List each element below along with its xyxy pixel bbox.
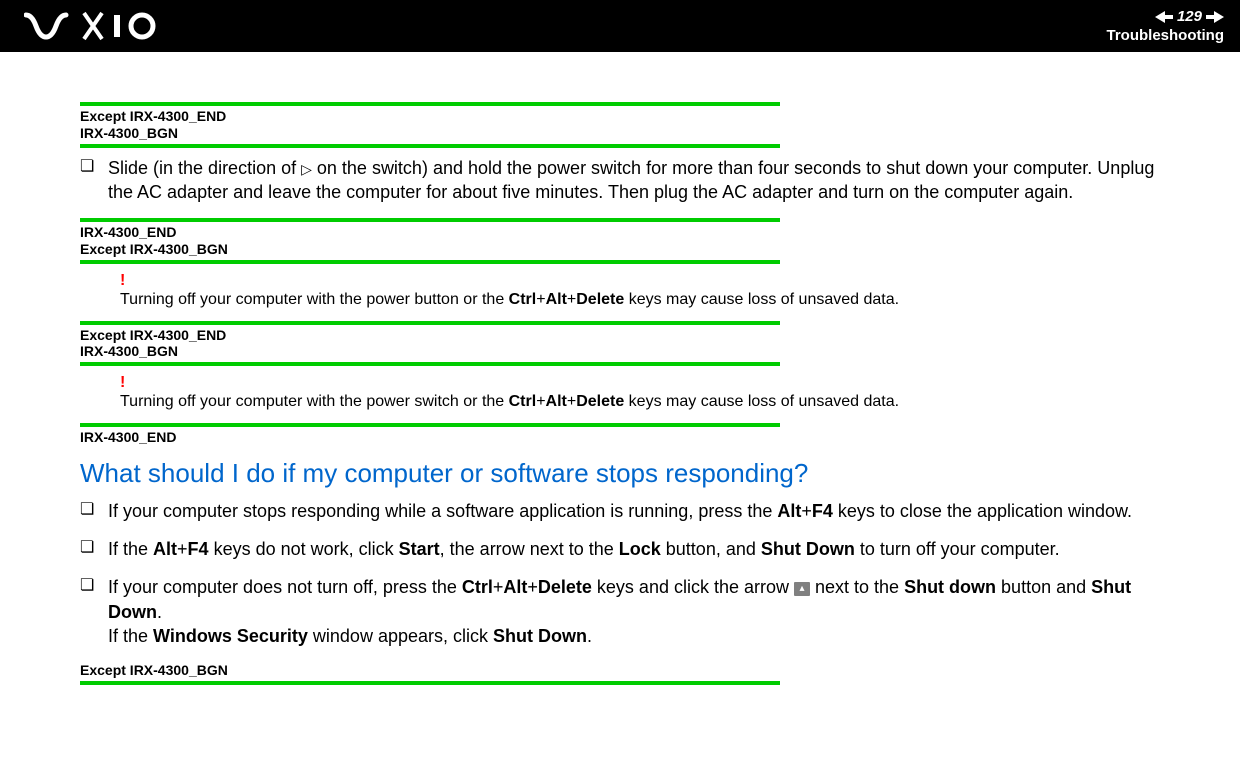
bullet-icon: ❏ bbox=[80, 499, 108, 523]
model-marker: Except IRX-4300_BGN bbox=[80, 662, 1180, 679]
nav-prev-icon[interactable] bbox=[1155, 11, 1173, 23]
list-item: ❏ If your computer stops responding whil… bbox=[80, 499, 1180, 523]
bullet-text: If the Alt+F4 keys do not work, click St… bbox=[108, 537, 1180, 561]
header-right: 129 Troubleshooting bbox=[1107, 8, 1225, 44]
warning-icon: ! bbox=[120, 374, 1180, 392]
warning-block: ! Turning off your computer with the pow… bbox=[120, 272, 1180, 311]
model-marker: IRX-4300_END Except IRX-4300_BGN bbox=[80, 224, 1180, 258]
page-number: 129 bbox=[1177, 8, 1202, 25]
vaio-logo bbox=[24, 11, 164, 41]
model-marker: Except IRX-4300_END IRX-4300_BGN bbox=[80, 327, 1180, 361]
model-marker: Except IRX-4300_END IRX-4300_BGN bbox=[80, 108, 1180, 142]
page-navigation: 129 bbox=[1107, 8, 1225, 25]
section-heading: What should I do if my computer or softw… bbox=[80, 458, 1180, 489]
page-content: Except IRX-4300_END IRX-4300_BGN ❏ Slide… bbox=[0, 52, 1240, 685]
divider bbox=[80, 681, 780, 685]
model-marker: IRX-4300_END bbox=[80, 429, 1180, 446]
list-item: ❏ If your computer does not turn off, pr… bbox=[80, 575, 1180, 648]
document-header: 129 Troubleshooting bbox=[0, 0, 1240, 52]
triangle-icon: ▷ bbox=[301, 161, 312, 177]
warning-icon: ! bbox=[120, 272, 1180, 290]
divider bbox=[80, 260, 780, 264]
bullet-icon: ❏ bbox=[80, 575, 108, 648]
divider bbox=[80, 362, 780, 366]
divider bbox=[80, 423, 780, 427]
divider bbox=[80, 102, 780, 106]
warning-block: ! Turning off your computer with the pow… bbox=[120, 374, 1180, 413]
bullet-icon: ❏ bbox=[80, 156, 108, 205]
section-title: Troubleshooting bbox=[1107, 27, 1225, 44]
warning-text: Turning off your computer with the power… bbox=[120, 392, 1180, 413]
divider bbox=[80, 218, 780, 222]
nav-next-icon[interactable] bbox=[1206, 11, 1224, 23]
bullet-text: If your computer stops responding while … bbox=[108, 499, 1180, 523]
warning-text: Turning off your computer with the power… bbox=[120, 290, 1180, 311]
arrow-menu-icon: ▴ bbox=[794, 582, 810, 596]
bullet-text: Slide (in the direction of ▷ on the swit… bbox=[108, 156, 1180, 205]
bullet-text: If your computer does not turn off, pres… bbox=[108, 575, 1180, 648]
divider bbox=[80, 144, 780, 148]
bullet-icon: ❏ bbox=[80, 537, 108, 561]
list-item: ❏ Slide (in the direction of ▷ on the sw… bbox=[80, 156, 1180, 205]
divider bbox=[80, 321, 780, 325]
list-item: ❏ If the Alt+F4 keys do not work, click … bbox=[80, 537, 1180, 561]
